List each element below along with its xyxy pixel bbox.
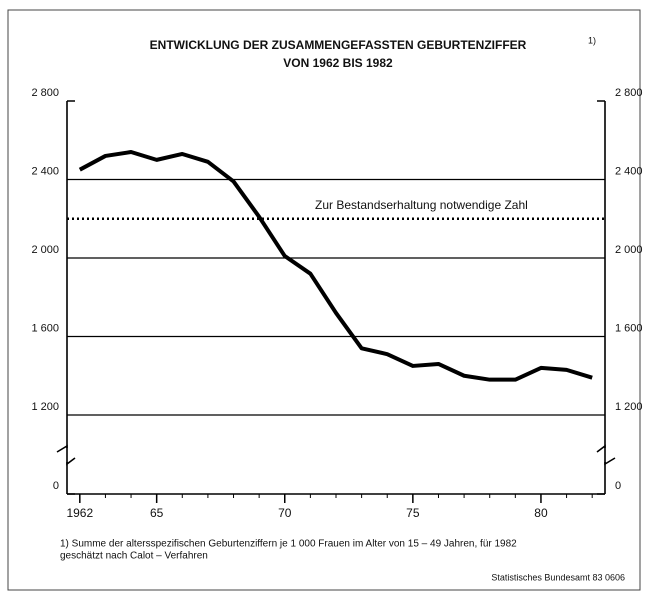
y-tick-label-right: 1 200 <box>615 401 643 413</box>
x-tick-label: 75 <box>406 506 420 520</box>
x-tick-label: 80 <box>534 506 548 520</box>
footnote: geschätzt nach Calot – Verfahren <box>60 551 208 562</box>
x-tick-label: 70 <box>278 506 292 520</box>
chart-subtitle: VON 1962 BIS 1982 <box>283 56 393 70</box>
footnote: 1) Summe der altersspezifischen Geburten… <box>60 539 517 550</box>
title-note: 1) <box>588 35 596 45</box>
reference-label: Zur Bestandserhaltung notwendige Zahl <box>315 198 528 212</box>
y-tick-label: 1 600 <box>31 322 59 334</box>
y-tick-label: 2 000 <box>31 244 59 256</box>
y-tick-label-right: 0 <box>615 480 621 492</box>
x-tick-label: 65 <box>150 506 164 520</box>
y-tick-label: 2 400 <box>31 165 59 177</box>
y-tick-label: 1 200 <box>31 401 59 413</box>
data-line <box>78 150 593 382</box>
y-tick-label-right: 2 400 <box>615 165 643 177</box>
x-tick-label: 1962 <box>66 506 93 520</box>
source: Statistisches Bundesamt 83 0606 <box>491 572 625 582</box>
y-tick-label: 0 <box>53 480 59 492</box>
y-tick-label: 2 800 <box>31 87 59 99</box>
y-tick-label-right: 2 800 <box>615 87 643 99</box>
axis-break <box>56 444 76 466</box>
y-tick-label-right: 1 600 <box>615 322 643 334</box>
y-tick-label-right: 2 000 <box>615 244 643 256</box>
axis-break <box>596 444 616 466</box>
frame <box>7 9 641 591</box>
chart-title: ENTWICKLUNG DER ZUSAMMENGEFASSTEN GEBURT… <box>150 38 527 52</box>
